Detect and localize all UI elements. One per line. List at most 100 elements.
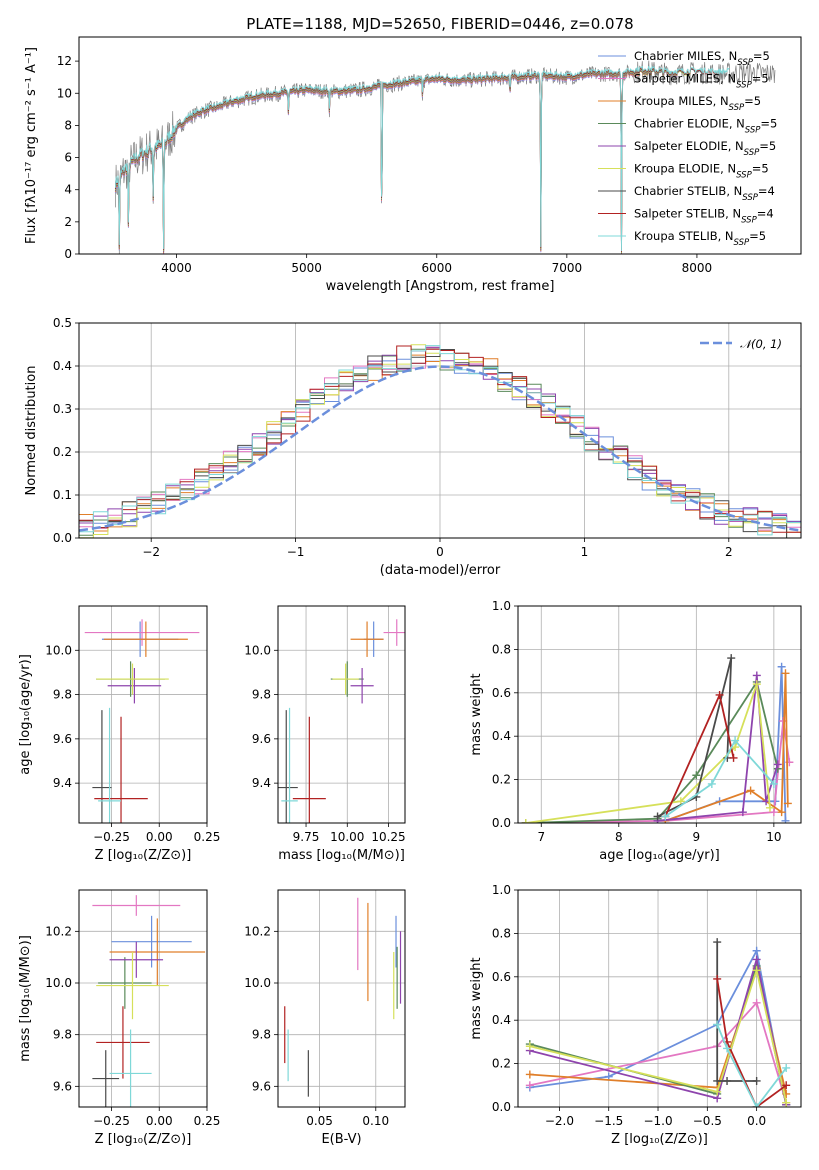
y-tick-label: 8: [64, 118, 72, 132]
data-point-marker: [783, 799, 792, 808]
y-tick-label: 0.8: [492, 642, 511, 656]
chart-spectrum: 4000 5000 6000 7000 8000 0 2 4 6 8 10 12 wavelength …: [24, 36, 802, 294]
y-tick-label: 9.8: [53, 1028, 72, 1042]
y-tick-label: 0.0: [492, 1100, 511, 1114]
y-tick-label: 2: [64, 215, 72, 229]
errorbar-chabrier-stelib: [278, 710, 298, 823]
y-tick-label: 9.4: [53, 776, 72, 790]
y-tick-label: 10.0: [45, 976, 72, 990]
series-line: [716, 978, 787, 1107]
data-point-marker: [653, 812, 662, 821]
y-tick-label: 0.0: [492, 816, 511, 830]
legend-label: Salpeter STELIB, NSSP=4: [634, 207, 774, 226]
x-tick-label: 0.25: [194, 830, 221, 844]
y-tick-label: 0: [64, 247, 72, 261]
plot-area-age-vs-mass: [278, 619, 405, 823]
y-tick-label: 6: [64, 151, 72, 165]
x-tick-label: 7: [537, 830, 545, 844]
series-line: [529, 1001, 788, 1103]
histogram-kroupa-elodie: [79, 344, 801, 538]
data-point-marker: [525, 1070, 534, 1079]
histogram-kroupa-stelib: [79, 345, 801, 536]
data-point-marker: [777, 662, 786, 671]
x-axis-label: wavelength [Angstrom, rest frame]: [326, 279, 555, 294]
errorbar-kroupa-miles: [109, 918, 206, 986]
model-spectrum-line-salpeter-stelib: [114, 65, 717, 252]
data-point-marker: [715, 690, 724, 699]
x-tick-label: 0.00: [146, 830, 173, 844]
data-point-marker: [769, 808, 778, 817]
axes-frame: [277, 605, 406, 824]
model-spectrum-line-chabrier-miles: [114, 73, 626, 254]
errorbar-salpeter-miles: [383, 619, 405, 646]
data-point-marker: [521, 819, 530, 823]
y-axis-label: Normed distribution: [24, 366, 39, 496]
plot-area-age-vs-Z: [84, 619, 200, 823]
x-tick-label: 10: [766, 830, 781, 844]
data-point-marker: [777, 808, 786, 817]
y-tick-label: 9.6: [53, 732, 72, 746]
data-point-marker: [713, 1020, 722, 1029]
series-kroupa-elodie: [525, 966, 791, 1107]
x-tick-label: 10.00: [330, 830, 364, 844]
plot-area-mass-vs-Z: [92, 895, 206, 1107]
series-kroupa-elodie: [521, 680, 774, 823]
data-point-marker: [781, 816, 790, 823]
data-point-marker: [752, 1103, 761, 1107]
x-tick-label: 0.0: [747, 1114, 766, 1128]
x-tick-label: −0.25: [93, 830, 130, 844]
y-tick-label: 10: [57, 86, 72, 100]
x-tick-label: −0.5: [693, 1114, 722, 1128]
data-point-marker: [707, 779, 716, 788]
y-tick-label: 4: [64, 183, 72, 197]
legend-label-gaussian: 𝒩(0, 1): [740, 337, 782, 351]
x-axis-label: (data-model)/error: [380, 563, 501, 578]
y-tick-label: 10.2: [244, 924, 271, 938]
x-tick-label: 0.05: [306, 1114, 333, 1128]
x-tick-label: 4000: [161, 261, 192, 275]
y-tick-label: 0.4: [492, 729, 511, 743]
y-tick-label: 9.6: [252, 1079, 271, 1093]
errorbar-salpeter-elodie: [107, 668, 162, 704]
y-tick-label: 0.1: [53, 488, 72, 502]
data-point-marker: [765, 803, 774, 812]
series-salpeter-miles: [521, 717, 794, 823]
errorbar-kroupa-stelib: [281, 707, 298, 823]
y-tick-label: 10.0: [244, 976, 271, 990]
x-tick-label: 9.75: [293, 830, 320, 844]
series-kroupa-miles: [661, 669, 792, 823]
x-tick-label: 8000: [682, 261, 713, 275]
errorbar-salpeter-elodie: [109, 941, 164, 978]
x-tick-label: 6000: [421, 261, 452, 275]
x-tick-label: 0.00: [146, 1114, 173, 1128]
model-spectrum-line-chabrier-elodie: [114, 68, 665, 254]
data-point-marker: [781, 669, 790, 678]
y-tick-label: 9.6: [53, 1079, 72, 1093]
data-point-marker: [713, 974, 722, 983]
data-point-marker: [713, 938, 722, 947]
errorbar-kroupa-stelib: [98, 707, 122, 823]
y-tick-label: 0.3: [53, 402, 72, 416]
x-tick-label: 7000: [552, 261, 583, 275]
legend-label: Chabrier STELIB, NSSP=4: [634, 184, 775, 203]
errorbar-kroupa-elodie: [96, 663, 169, 695]
model-spectrum-line-salpeter-elodie: [114, 67, 678, 254]
series-kroupa-stelib: [713, 1020, 791, 1107]
gaussian-reference-curve: [79, 365, 801, 532]
x-tick-label: −0.25: [93, 1114, 130, 1128]
x-tick-label: 8: [615, 830, 623, 844]
axes-frame: [78, 322, 802, 539]
data-point-marker: [727, 654, 736, 663]
errorbar-salpeter-stelib: [292, 716, 326, 823]
x-tick-label: 0.25: [194, 1114, 221, 1128]
data-point-marker: [782, 1081, 791, 1090]
y-tick-label: 10.0: [45, 643, 72, 657]
errorbar-salpeter-elodie: [350, 668, 374, 704]
x-axis-label: Z [log₁₀(Z/Z⊙)]: [95, 1132, 192, 1147]
data-point-marker: [752, 680, 761, 689]
axes-frame: [78, 36, 802, 255]
x-tick-label: 0: [436, 545, 444, 559]
x-tick-label: 10.25: [371, 830, 405, 844]
data-point-marker: [773, 760, 782, 769]
